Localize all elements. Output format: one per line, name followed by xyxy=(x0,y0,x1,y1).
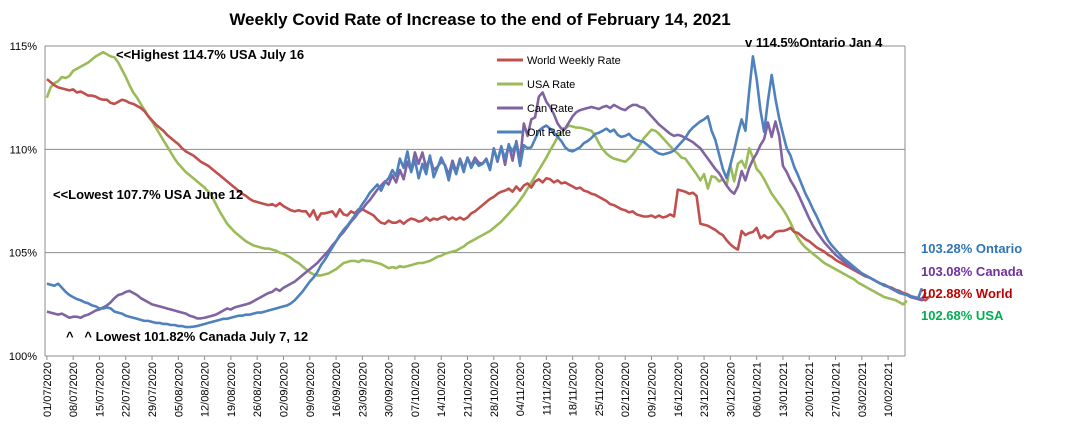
legend: World Weekly Rate USA Rate Can Rate Ont Rat… xyxy=(497,55,621,139)
legend-label: Can Rate xyxy=(527,103,573,115)
x-tick-label: 25/11/2020 xyxy=(594,362,606,416)
x-tick-label: 19/08/2020 xyxy=(226,362,238,417)
x-tick-label: 08/07/2020 xyxy=(68,362,80,417)
series-line-can-rate xyxy=(46,91,927,320)
annotation-ont-peak: v 114.5%Ontario Jan 4 xyxy=(745,35,883,50)
end-label-canada: 103.08% Canada xyxy=(921,264,1024,279)
x-tick-label: 30/12/2020 xyxy=(725,362,737,417)
x-tick-label: 23/09/2020 xyxy=(357,362,369,417)
x-tick-label: 23/12/2020 xyxy=(699,362,711,417)
x-tick-label: 20/01/2021 xyxy=(804,362,816,417)
y-tick-label: 105% xyxy=(9,248,37,260)
x-tick-label: 15/07/2020 xyxy=(94,362,106,417)
end-label-world: 102.88% World xyxy=(921,286,1013,301)
annotation-usa-high: <<Highest 114.7% USA July 16 xyxy=(116,47,304,62)
x-tick-label: 28/10/2020 xyxy=(489,362,501,417)
x-tick-label: 26/08/2020 xyxy=(252,362,264,417)
x-tick-label: 10/02/2021 xyxy=(883,362,895,417)
x-tick-label: 09/09/2020 xyxy=(305,362,317,417)
x-tick-label: 04/11/2020 xyxy=(515,362,527,416)
legend-label: Ont Rate xyxy=(527,127,571,139)
y-tick-label: 110% xyxy=(10,144,38,156)
x-tick-label: 16/09/2020 xyxy=(331,362,343,417)
y-tick-label: 100% xyxy=(9,351,37,363)
x-tick-label: 11/11/2020 xyxy=(541,362,553,415)
y-axis: 100% 105% 110% 115% xyxy=(9,41,906,363)
x-tick-label: 05/08/2020 xyxy=(173,362,185,417)
end-label-usa: 102.68% USA xyxy=(921,308,1004,323)
x-tick-label: 03/02/2021 xyxy=(857,362,869,417)
series-line-world-weekly-rate xyxy=(46,78,931,302)
x-tick-label: 07/10/2020 xyxy=(410,362,422,417)
legend-label: World Weekly Rate xyxy=(527,55,621,67)
x-tick-label: 13/01/2021 xyxy=(778,362,790,417)
x-tick-label: 18/11/2020 xyxy=(568,362,580,416)
x-tick-label: 30/09/2020 xyxy=(384,362,396,417)
annotation-can-low: ^ ^ Lowest 101.82% Canada July 7, 12 xyxy=(66,329,308,344)
x-tick-label: 02/12/2020 xyxy=(620,362,632,417)
annotation-usa-low: <<Lowest 107.7% USA June 12 xyxy=(53,187,243,202)
x-tick-label: 22/07/2020 xyxy=(121,362,133,417)
x-tick-label: 09/12/2020 xyxy=(647,362,659,417)
x-tick-label: 06/01/2021 xyxy=(752,362,764,417)
grid xyxy=(45,45,905,357)
x-tick-label: 12/08/2020 xyxy=(200,362,212,417)
series-line-usa-rate xyxy=(45,50,908,306)
x-tick-label: 02/09/2020 xyxy=(278,362,290,417)
x-tick-label: 14/10/2020 xyxy=(436,362,448,417)
end-label-ontario: 103.28% Ontario xyxy=(921,241,1022,256)
chart-title: Weekly Covid Rate of Increase to the end… xyxy=(229,10,730,29)
x-tick-label: 29/07/2020 xyxy=(147,362,159,417)
x-axis: 01/07/2020 08/07/2020 15/07/2020 22/07/2020… xyxy=(42,356,895,417)
x-tick-label: 01/07/2020 xyxy=(42,362,54,417)
x-tick-label: 21/10/2020 xyxy=(462,362,474,417)
x-tick-label: 27/01/2021 xyxy=(831,362,843,417)
series-line-ont-rate xyxy=(46,55,924,329)
y-tick-label: 115% xyxy=(10,41,38,53)
x-tick-label: 16/12/2020 xyxy=(673,362,685,417)
legend-label: USA Rate xyxy=(527,79,575,91)
series-group xyxy=(45,50,931,329)
